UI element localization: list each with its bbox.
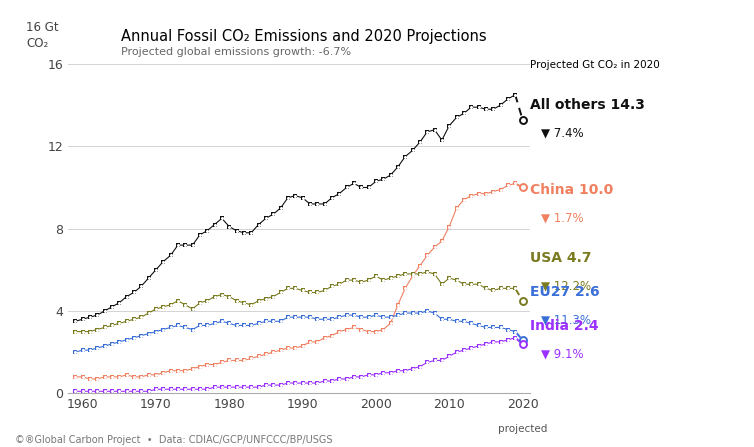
- Text: 16 Gt
CO₂: 16 Gt CO₂: [26, 21, 59, 50]
- Text: USA 4.7: USA 4.7: [530, 251, 591, 265]
- Text: projected: projected: [498, 424, 547, 434]
- Text: All others 14.3: All others 14.3: [530, 98, 645, 112]
- Text: China 10.0: China 10.0: [530, 183, 613, 197]
- Text: ©®Global Carbon Project  •  Data: CDIAC/GCP/UNFCCC/BP/USGS: ©®Global Carbon Project • Data: CDIAC/GC…: [15, 435, 333, 445]
- Text: Projected global emissions growth: -6.7%: Projected global emissions growth: -6.7%: [121, 47, 351, 57]
- Text: EU27 2.6: EU27 2.6: [530, 285, 599, 299]
- Text: ▼ 1.7%: ▼ 1.7%: [541, 211, 584, 224]
- Text: Projected Gt CO₂ in 2020: Projected Gt CO₂ in 2020: [530, 60, 660, 71]
- Text: ▼ 7.4%: ▼ 7.4%: [541, 127, 584, 139]
- Text: ▼ 9.1%: ▼ 9.1%: [541, 347, 584, 360]
- Text: India 2.4: India 2.4: [530, 319, 599, 333]
- Text: ▼ 11.3%: ▼ 11.3%: [541, 313, 590, 326]
- Text: ▼ 12.2%: ▼ 12.2%: [541, 279, 591, 292]
- Text: Annual Fossil CO₂ Emissions and 2020 Projections: Annual Fossil CO₂ Emissions and 2020 Pro…: [121, 29, 486, 44]
